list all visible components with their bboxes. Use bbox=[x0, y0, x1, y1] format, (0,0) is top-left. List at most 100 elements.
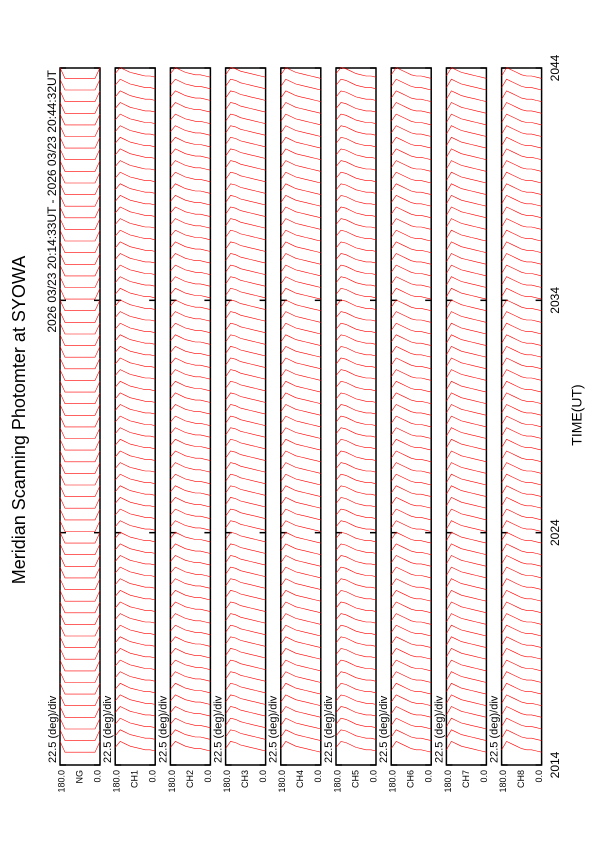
scan-trace bbox=[280, 636, 321, 648]
scan-trace bbox=[280, 253, 321, 265]
scan-trace bbox=[335, 369, 377, 380]
channel-label: CH4 bbox=[295, 770, 305, 788]
scan-trace bbox=[446, 404, 487, 416]
scan-trace bbox=[280, 473, 321, 486]
scan-trace bbox=[446, 706, 487, 718]
scan-trace bbox=[59, 299, 101, 312]
scan-trace bbox=[170, 160, 211, 171]
scan-trace bbox=[501, 113, 542, 126]
scan-trace bbox=[114, 729, 156, 740]
scan-trace bbox=[59, 520, 101, 532]
scan-trace bbox=[170, 671, 211, 682]
scan-trace bbox=[225, 346, 266, 357]
scan-trace bbox=[446, 473, 487, 486]
scan-trace bbox=[225, 555, 266, 566]
scan-trace bbox=[170, 299, 211, 310]
scan-trace bbox=[170, 125, 211, 136]
scan-trace bbox=[390, 67, 432, 79]
scan-trace bbox=[501, 682, 542, 695]
scan-trace bbox=[501, 648, 542, 660]
scan-trace bbox=[501, 183, 542, 195]
y-tick-label: 0.0 bbox=[148, 770, 158, 783]
scan-trace bbox=[170, 427, 211, 438]
scan-trace bbox=[335, 438, 377, 450]
scan-trace bbox=[446, 276, 487, 288]
scan-trace bbox=[114, 624, 156, 636]
channel-label: CH3 bbox=[240, 770, 250, 788]
scan-trace bbox=[501, 392, 542, 404]
x-tick-label: 2044 bbox=[548, 54, 562, 81]
scan-trace bbox=[446, 195, 487, 207]
scan-trace bbox=[114, 508, 156, 519]
scan-trace bbox=[446, 508, 487, 521]
scan-trace bbox=[446, 78, 487, 91]
scan-trace bbox=[335, 659, 377, 670]
scan-trace bbox=[501, 229, 542, 242]
scan-trace bbox=[280, 148, 321, 160]
scan-trace bbox=[501, 67, 542, 79]
scan-trace bbox=[170, 229, 211, 241]
scan-trace bbox=[170, 648, 211, 659]
scan-trace bbox=[225, 276, 266, 287]
scan-trace bbox=[280, 543, 321, 555]
scan-trace bbox=[114, 566, 156, 577]
scan-trace bbox=[335, 346, 377, 357]
scan-trace bbox=[170, 578, 211, 589]
scan-trace bbox=[446, 555, 487, 567]
scan-trace bbox=[280, 113, 321, 126]
scan-trace bbox=[501, 276, 542, 288]
scan-trace bbox=[114, 694, 156, 705]
x-tick-label: 2024 bbox=[548, 519, 562, 546]
scan-trace bbox=[501, 299, 542, 311]
channel-label: NG bbox=[74, 770, 84, 784]
scan-trace bbox=[170, 590, 211, 601]
scan-trace bbox=[170, 682, 211, 694]
scan-trace bbox=[114, 497, 156, 508]
scan-trace bbox=[335, 357, 377, 368]
scan-trace bbox=[335, 741, 377, 752]
scan-trace bbox=[390, 113, 432, 126]
scan-trace bbox=[501, 160, 542, 172]
scan-trace bbox=[225, 380, 266, 392]
scan-trace bbox=[280, 450, 321, 463]
scan-trace bbox=[390, 90, 432, 102]
scan-trace bbox=[280, 287, 321, 300]
scan-trace bbox=[170, 636, 211, 647]
scan-trace bbox=[114, 543, 156, 554]
scan-trace bbox=[280, 299, 321, 311]
scan-trace bbox=[335, 682, 377, 694]
scan-trace bbox=[446, 311, 487, 323]
scan-trace bbox=[501, 90, 542, 102]
y-tick-label: 0.0 bbox=[424, 770, 434, 783]
scan-trace bbox=[280, 485, 321, 497]
scan-trace bbox=[501, 485, 542, 497]
scan-trace bbox=[335, 311, 377, 322]
scan-trace bbox=[335, 253, 377, 264]
scan-trace bbox=[225, 462, 266, 473]
scan-trace bbox=[501, 415, 542, 428]
scan-trace bbox=[114, 334, 156, 345]
scan-trace bbox=[390, 671, 432, 683]
scan-trace bbox=[335, 218, 377, 229]
scan-trace bbox=[335, 125, 377, 136]
scan-trace bbox=[114, 218, 156, 229]
scan-trace bbox=[170, 136, 211, 148]
scan-trace bbox=[59, 671, 101, 683]
scan-trace bbox=[114, 601, 156, 612]
scan-trace bbox=[114, 276, 156, 287]
scan-trace bbox=[335, 78, 377, 90]
scan-trace bbox=[170, 183, 211, 194]
scan-trace bbox=[390, 229, 432, 242]
scan-trace bbox=[390, 578, 432, 590]
scan-trace bbox=[335, 636, 377, 647]
scan-trace bbox=[501, 78, 542, 91]
scale-label: 22.5 (deg)/div bbox=[47, 695, 59, 763]
scan-trace bbox=[225, 206, 266, 217]
scan-trace bbox=[390, 218, 432, 230]
scan-trace bbox=[225, 531, 266, 543]
scan-trace bbox=[114, 183, 156, 194]
scan-trace bbox=[501, 497, 542, 509]
scan-trace bbox=[446, 322, 487, 335]
scan-trace bbox=[114, 136, 156, 148]
scan-trace bbox=[390, 241, 432, 253]
